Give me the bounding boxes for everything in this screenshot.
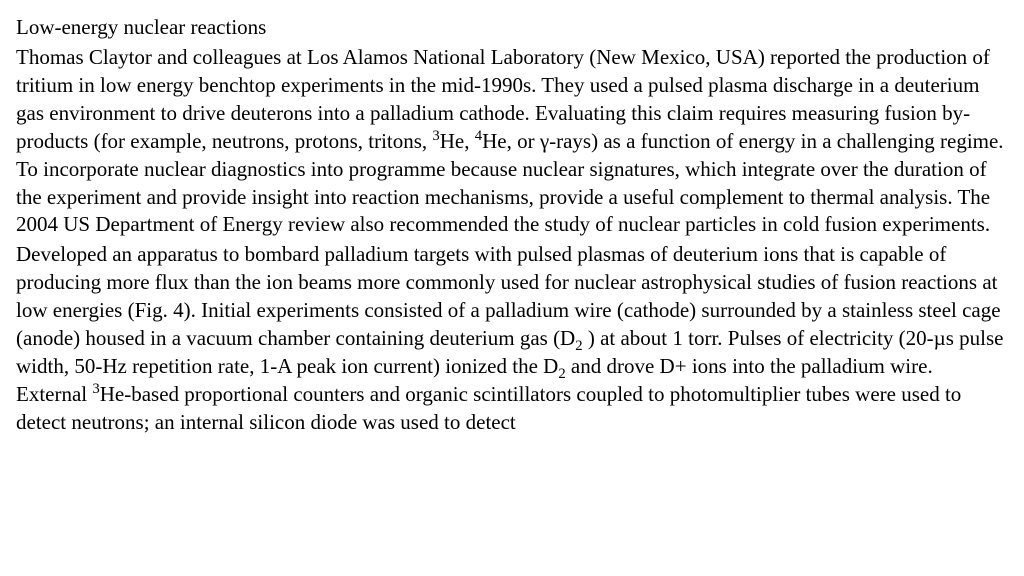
superscript-3: 3 xyxy=(432,128,439,144)
subscript-2: 2 xyxy=(558,366,565,382)
subscript-2: 2 xyxy=(575,338,582,354)
document-page: Low-energy nuclear reactions Thomas Clay… xyxy=(0,0,1024,437)
paragraph-2: Developed an apparatus to bombard pallad… xyxy=(16,241,1008,436)
body-text: He-based proportional counters and organ… xyxy=(16,382,961,434)
body-text: He, xyxy=(440,129,475,153)
superscript-4: 4 xyxy=(475,128,482,144)
section-heading: Low-energy nuclear reactions xyxy=(16,14,1008,42)
superscript-3: 3 xyxy=(92,381,99,397)
paragraph-1: Thomas Claytor and colleagues at Los Ala… xyxy=(16,44,1008,239)
